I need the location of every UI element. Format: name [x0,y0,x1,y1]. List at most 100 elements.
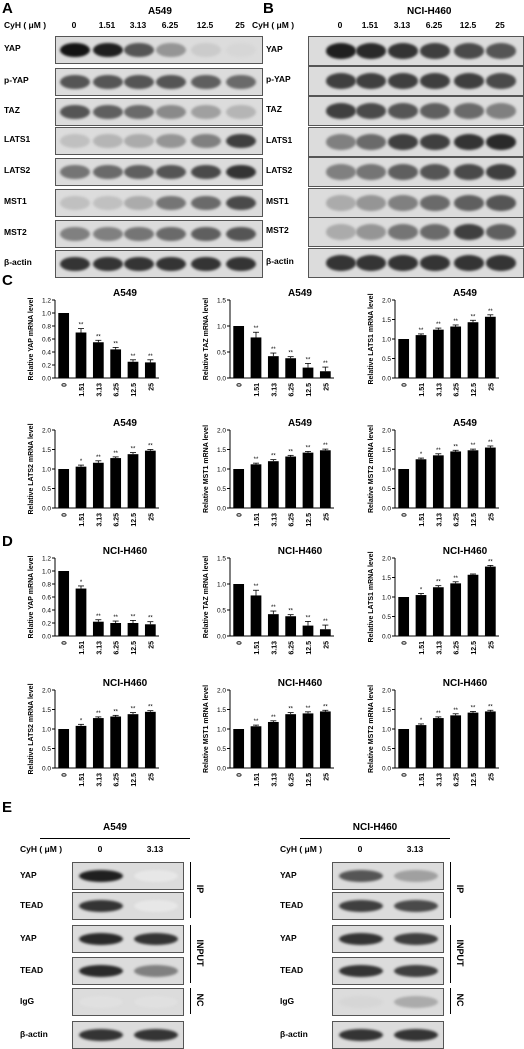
protein-band [191,195,221,211]
protein-band [156,104,186,120]
blot-membrane [55,68,263,96]
group-bracket [190,988,191,1014]
y-axis-label: Relative TAZ mRNA level [203,298,210,381]
y-tick-label: 0.8 [42,582,51,589]
blot-membrane [308,248,524,278]
bar [415,459,427,508]
x-tick-label: 1.51 [79,641,86,655]
panel-letter-c: C [2,272,13,289]
y-tick-label: 1.5 [42,707,51,714]
x-tick-label: 3.13 [96,383,103,397]
protein-band [93,195,123,211]
bar [267,614,279,636]
x-tick-label: 6.25 [114,513,121,527]
significance-label: ** [288,707,293,713]
lane-label: 3.13 [406,844,424,854]
bar [285,456,297,508]
protein-band [134,996,178,1008]
bar [92,462,104,508]
y-tick-label: 0.0 [382,634,391,641]
significance-label: ** [131,354,136,360]
significance-label: ** [488,559,493,565]
coip-row-label: YAP [20,933,37,943]
bar [233,584,245,636]
bar-chart: A549 0.0 0.5 1.0 1.5 2.0 Relative LATS1 mRNA l… [368,288,499,397]
protein-band [60,226,90,242]
protein-band [326,255,356,271]
y-tick-label: 0.0 [217,376,226,383]
bar [484,316,496,378]
blot-membrane [308,188,524,218]
significance-label: ** [131,707,136,713]
bar [92,342,104,378]
y-tick-label: 2.0 [382,428,391,435]
protein-band [339,870,383,882]
x-tick-label: 0 [402,383,409,387]
blot-membrane [55,98,263,126]
blot-membrane [332,925,444,953]
x-tick-label: 0 [62,773,69,777]
x-tick-label: 1.51 [419,513,426,527]
chart-title: NCI-H460 [103,546,148,557]
protein-band [60,133,90,149]
protein-band [356,43,386,59]
x-tick-label: 25 [488,513,495,521]
x-tick-label: 0 [237,773,244,777]
bar [58,469,70,508]
significance-label: ** [471,705,476,711]
bar [58,571,70,636]
bar [432,718,444,768]
chart-title: NCI-H460 [443,546,488,557]
concentration-tick: 0 [71,20,77,30]
significance-label: ** [488,440,493,446]
bar [285,358,297,378]
y-axis-label: Relative TAZ mRNA level [203,556,210,639]
protein-band [60,42,90,58]
protein-band [486,164,516,180]
bar [267,461,279,508]
significance-label: ** [471,443,476,449]
bar [319,450,331,508]
panel-letter-b: B [263,0,274,17]
x-tick-label: 3.13 [271,773,278,787]
bar [398,469,410,508]
protein-band [388,134,418,150]
protein-band [326,103,356,119]
blot-membrane [72,957,184,985]
group-bracket [450,862,451,918]
bar [302,367,314,378]
protein-band [134,900,178,912]
x-tick-label: 12.5 [131,513,138,527]
protein-band [326,195,356,211]
protein-band [60,195,90,211]
y-tick-label: 1.0 [42,467,51,474]
chart-title: A549 [453,288,477,299]
protein-band [326,73,356,89]
bar [127,454,139,508]
x-tick-label: 3.13 [96,513,103,527]
y-tick-label: 1.5 [42,447,51,454]
y-tick-label: 1.0 [217,324,226,331]
protein-band [486,224,516,240]
protein-band [79,996,123,1008]
significance-label: ** [436,711,441,717]
bar [319,629,331,636]
x-tick-label: 0 [62,513,69,517]
significance-label: ** [271,454,276,460]
protein-band [394,965,438,977]
x-tick-label: 12.5 [306,383,313,397]
bar [58,729,70,768]
x-tick-label: 1.51 [254,773,261,787]
bar [233,469,245,508]
protein-band [134,933,178,945]
protein-band [420,164,450,180]
protein-band [388,255,418,271]
blot-row-label: TAZ [266,104,282,114]
x-tick-label: 6.25 [289,773,296,787]
protein-band [124,104,154,120]
blot-row-label: YAP [4,43,21,53]
coip-row-label: TEAD [280,900,304,910]
x-tick-label: 25 [148,383,155,391]
protein-band [79,870,123,882]
blot-membrane [72,892,184,920]
